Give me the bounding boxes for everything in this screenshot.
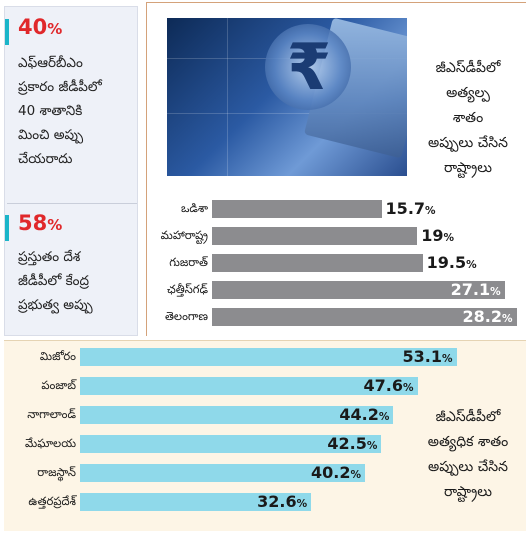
- stat-description: ప్రస్తుతం దేశ జీడీపీలో కేంద్ర ప్రభుత్వ అ…: [18, 245, 140, 317]
- stat-line: మించి అప్పు: [18, 127, 84, 143]
- stat-line: చేయరాదు: [18, 151, 73, 167]
- bar-value-label: 19%: [421, 226, 454, 245]
- bar-value-label: 32.6%: [257, 492, 308, 511]
- caption-line: జీఎస్‌డీపీలో: [435, 409, 501, 425]
- bar: [212, 254, 423, 272]
- bar-category-label: నాగాలాండ్: [27, 407, 76, 421]
- caption-line: అత్యధిక శాతం: [427, 434, 509, 450]
- bar-category-label: మిజోరం: [39, 349, 76, 363]
- photo-line: [167, 113, 407, 114]
- stat-line: 40 శాతానికి: [18, 103, 83, 119]
- stat-line: ప్రస్తుతం దేశ: [18, 249, 81, 265]
- accent-marker: [5, 19, 9, 45]
- glow-circle: [265, 24, 351, 110]
- bar: [80, 406, 394, 424]
- stat-value: 40%: [18, 15, 62, 39]
- bar-value-label: 44.2%: [339, 405, 390, 424]
- bar-value-label: 40.2%: [311, 463, 362, 482]
- stat-line: జీడీపీలో కేంద్ర: [18, 273, 90, 289]
- highest-debt-caption: జీఎస్‌డీపీలో అత్యధిక శాతం అప్పులు చేసిన …: [412, 405, 524, 505]
- bar-category-label: ఛత్తీస్‌గఢ్: [166, 282, 208, 296]
- bar-category-label: మేఘాలయ: [25, 436, 76, 450]
- bar-value-label: 47.6%: [363, 376, 414, 395]
- bar-value-label: 27.1%: [450, 280, 501, 299]
- bar-value-label: 42.5%: [327, 434, 378, 453]
- caption-line: అప్పులు చేసిన: [428, 135, 508, 151]
- bar-value-label: 53.1%: [402, 347, 453, 366]
- stat-percent-sign: %: [47, 20, 63, 38]
- bar: [80, 464, 366, 482]
- divider: [7, 203, 137, 204]
- bar-value-label: 28.2%: [462, 307, 513, 326]
- currency-photo: ₹: [167, 18, 407, 176]
- photo-line: [227, 18, 228, 176]
- lowest-debt-caption: జీఎస్‌డీపీలో అత్యల్ప శాతం అప్పులు చేసిన …: [412, 56, 524, 181]
- bar: [212, 227, 418, 245]
- caption-line: జీఎస్‌డీపీలో: [435, 60, 501, 76]
- lowest-debt-panel: [146, 2, 526, 336]
- caption-line: అత్యల్ప: [446, 85, 490, 101]
- bar: [212, 281, 505, 299]
- stat-number: 58: [18, 211, 48, 235]
- bar: [212, 308, 517, 326]
- bar-category-label: మహారాష్ట్ర: [160, 228, 208, 242]
- caption-line: రాష్ట్రాలు: [443, 484, 493, 500]
- caption-line: శాతం: [452, 110, 484, 126]
- accent-marker: [5, 215, 9, 241]
- bar-category-label: రాజస్థాన్: [37, 465, 76, 479]
- key-stats-panel: 40% ఎఫ్ఆర్‌బీఎం ప్రకారం జీడీపీలో 40 శాతా…: [4, 6, 138, 336]
- bar-value-label: 15.7%: [385, 199, 436, 218]
- caption-line: రాష్ట్రాలు: [443, 160, 493, 176]
- bar: [80, 493, 312, 511]
- bar-category-label: ఉత్తరప్రదేశ్: [28, 494, 76, 508]
- stat-number: 40: [18, 15, 48, 39]
- bar: [80, 435, 382, 453]
- caption-line: అప్పులు చేసిన: [428, 459, 508, 475]
- stat-description: ఎఫ్ఆర్‌బీఎం ప్రకారం జీడీపీలో 40 శాతానికి…: [18, 51, 140, 171]
- bar-category-label: తెలంగాణ: [164, 309, 208, 323]
- stat-percent-sign: %: [47, 216, 63, 234]
- bar-value-label: 19.5%: [426, 253, 477, 272]
- bar-category-label: గుజరాత్: [169, 255, 208, 269]
- bar: [80, 348, 457, 366]
- stat-line: ప్రకారం జీడీపీలో: [18, 79, 102, 95]
- bar: [212, 200, 382, 218]
- bar-category-label: పంజాబ్: [41, 378, 76, 392]
- bar-category-label: ఒడిశా: [180, 201, 208, 215]
- rupee-icon: ₹: [286, 31, 332, 105]
- stat-line: ఎఫ్ఆర్‌బీఎం: [18, 55, 83, 71]
- bar: [80, 377, 418, 395]
- stat-value: 58%: [18, 211, 62, 235]
- stat-line: ప్రభుత్వ అప్పు: [18, 297, 93, 313]
